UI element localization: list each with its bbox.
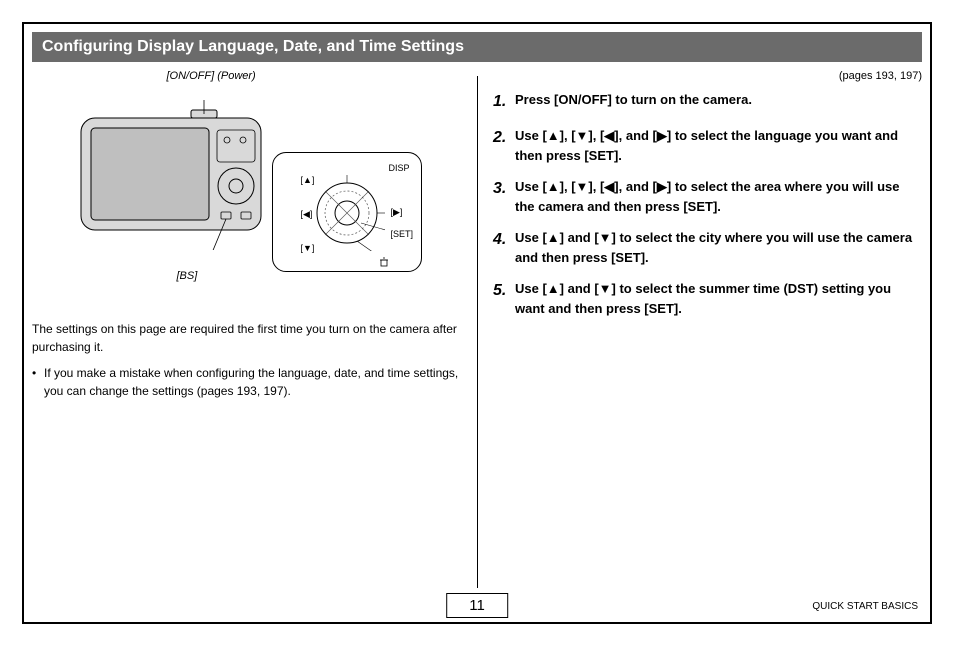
section-title: Configuring Display Language, Date, and …: [42, 38, 464, 55]
step-text: Use [▲] and [▼] to select the summer tim…: [515, 279, 922, 318]
label-up: [▲]: [301, 175, 315, 185]
dpad-callout: DISP [▲] [◀] [▶] [▼] [SET]: [272, 152, 422, 272]
camera-icon: [77, 100, 277, 250]
step-number: 5.: [493, 279, 515, 318]
label-down: [▼]: [301, 243, 315, 253]
steps-list: 1. Press [ON/OFF] to turn on the camera.…: [493, 90, 922, 318]
column-divider: [477, 76, 478, 588]
page-number: 11: [446, 593, 508, 618]
page-border: Configuring Display Language, Date, and …: [22, 22, 932, 624]
footer-section-name: QUICK START BASICS: [812, 601, 918, 612]
camera-illustration: [ON/OFF] (Power): [67, 70, 427, 310]
step-text: Press [ON/OFF] to turn on the camera.: [515, 90, 752, 114]
step-number: 4.: [493, 228, 515, 267]
step-text: Use [▲], [▼], [◀], and [▶] to select the…: [515, 177, 922, 216]
label-disp: DISP: [389, 163, 410, 173]
section-header: Configuring Display Language, Date, and …: [32, 32, 922, 62]
step-number: 2.: [493, 126, 515, 165]
step-item: 5. Use [▲] and [▼] to select the summer …: [493, 279, 922, 318]
left-column: [ON/OFF] (Power): [32, 62, 477, 584]
label-on-off-power: [ON/OFF] (Power): [167, 70, 256, 82]
label-right: [▶]: [391, 207, 403, 218]
step-text: Use [▲] and [▼] to select the city where…: [515, 228, 922, 267]
step-item: 3. Use [▲], [▼], [◀], and [▶] to select …: [493, 177, 922, 216]
step-number: 1.: [493, 90, 515, 114]
step-item: 2. Use [▲], [▼], [◀], and [▶] to select …: [493, 126, 922, 165]
step-number: 3.: [493, 177, 515, 216]
intro-text: The settings on this page are required t…: [32, 320, 461, 356]
trash-icon: [379, 257, 389, 267]
page-footer: 11 QUICK START BASICS: [24, 588, 930, 622]
step-item: 4. Use [▲] and [▼] to select the city wh…: [493, 228, 922, 267]
right-column: (pages 193, 197) 1. Press [ON/OFF] to tu…: [477, 62, 922, 584]
bullet-note: If you make a mistake when configuring t…: [32, 364, 461, 400]
step-text: Use [▲], [▼], [◀], and [▶] to select the…: [515, 126, 922, 165]
dpad-icon: [309, 175, 385, 251]
pages-reference: (pages 193, 197): [493, 70, 922, 82]
label-left: [◀]: [301, 209, 313, 220]
label-set: [SET]: [391, 229, 414, 239]
step-item: 1. Press [ON/OFF] to turn on the camera.: [493, 90, 922, 114]
label-bs: [BS]: [177, 270, 198, 282]
